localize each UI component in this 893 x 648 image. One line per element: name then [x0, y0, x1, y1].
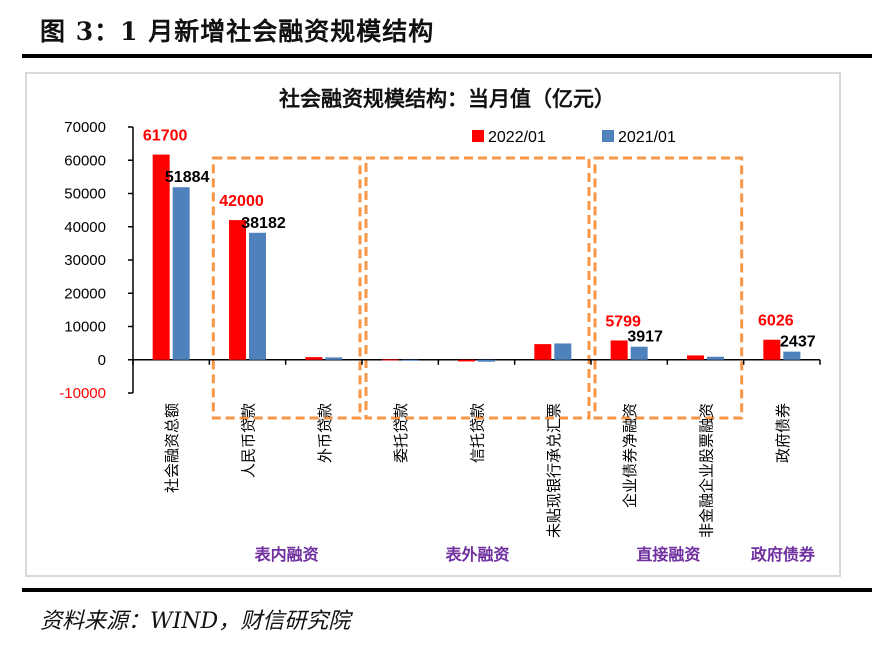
y-tick-label: 60000 [64, 152, 106, 169]
legend-swatch [472, 130, 484, 142]
bar-2022-01-5 [534, 344, 552, 360]
group-label: 表外融资 [444, 545, 509, 564]
data-label: 61700 [143, 128, 188, 145]
group-label: 直接融资 [636, 545, 700, 564]
x-category-label: 社会融资总额 [163, 403, 181, 493]
bar-2021-01-4 [478, 359, 495, 362]
bar-2022-01-2 [305, 357, 323, 360]
y-tick-label: -10000 [59, 385, 106, 402]
legend-label: 2021/01 [618, 129, 676, 146]
bar-2022-01-7 [687, 355, 704, 360]
group-label: 表内融资 [254, 545, 319, 564]
group-box [211, 156, 362, 420]
bar-2022-01-1 [229, 220, 246, 360]
bar-2021-01-7 [707, 356, 724, 360]
x-category-label: 委托贷款 [392, 403, 410, 463]
x-category-label: 政府债券 [774, 403, 792, 463]
bar-2021-01-8 [783, 351, 801, 360]
data-label: 3917 [627, 329, 663, 346]
bar-2021-01-5 [554, 343, 572, 360]
chart-title: 社会融资规模结构：当月值（亿元） [278, 87, 615, 111]
x-category-label: 企业债券净融资 [621, 403, 639, 508]
x-category-label: 人民币贷款 [240, 403, 258, 478]
bottom-rule [22, 588, 872, 592]
bar-2022-01-8 [763, 339, 781, 360]
group-box [593, 156, 744, 420]
data-label: 38182 [241, 215, 286, 232]
x-category-label: 非金融企业股票融资 [698, 403, 716, 538]
bar-2022-01-0 [152, 154, 170, 360]
group-box [364, 156, 591, 420]
y-tick-label: 40000 [64, 219, 106, 236]
y-tick-label: 30000 [64, 252, 106, 269]
legend-label: 2022/01 [488, 129, 546, 146]
bar-2021-01-2 [325, 357, 343, 360]
x-category-label: 外币贷款 [316, 403, 334, 463]
y-tick-label: 20000 [64, 285, 106, 302]
bar-2022-01-3 [381, 359, 399, 361]
source-note: 资料来源：WIND，财信研究院 [40, 609, 351, 634]
data-label: 42000 [219, 193, 264, 210]
legend: 2022/01 2021/01 [472, 129, 676, 146]
bar-2021-01-6 [630, 346, 648, 360]
data-label: 6026 [758, 313, 794, 330]
group-label: 政府债券 [751, 545, 816, 564]
legend-swatch [602, 130, 614, 142]
x-category-label: 未贴现银行承兑汇票 [545, 403, 563, 538]
figure-title: 图 3：1 月新增社会融资规模结构 [40, 17, 435, 46]
y-tick-label: 0 [98, 352, 106, 369]
bar-2021-01-1 [249, 232, 266, 360]
data-label: 51884 [165, 169, 210, 186]
x-category-label: 信托贷款 [469, 403, 487, 463]
bar-2022-01-4 [458, 359, 475, 362]
data-label: 5799 [605, 313, 641, 330]
y-tick-label: 70000 [64, 119, 106, 136]
bar-2021-01-0 [172, 187, 190, 360]
data-label: 2437 [780, 334, 816, 351]
bar-2022-01-6 [610, 340, 628, 360]
y-tick-label: 50000 [64, 186, 106, 203]
y-tick-label: 10000 [64, 319, 106, 336]
bar-2021-01-3 [401, 359, 419, 361]
top-rule [22, 54, 872, 58]
